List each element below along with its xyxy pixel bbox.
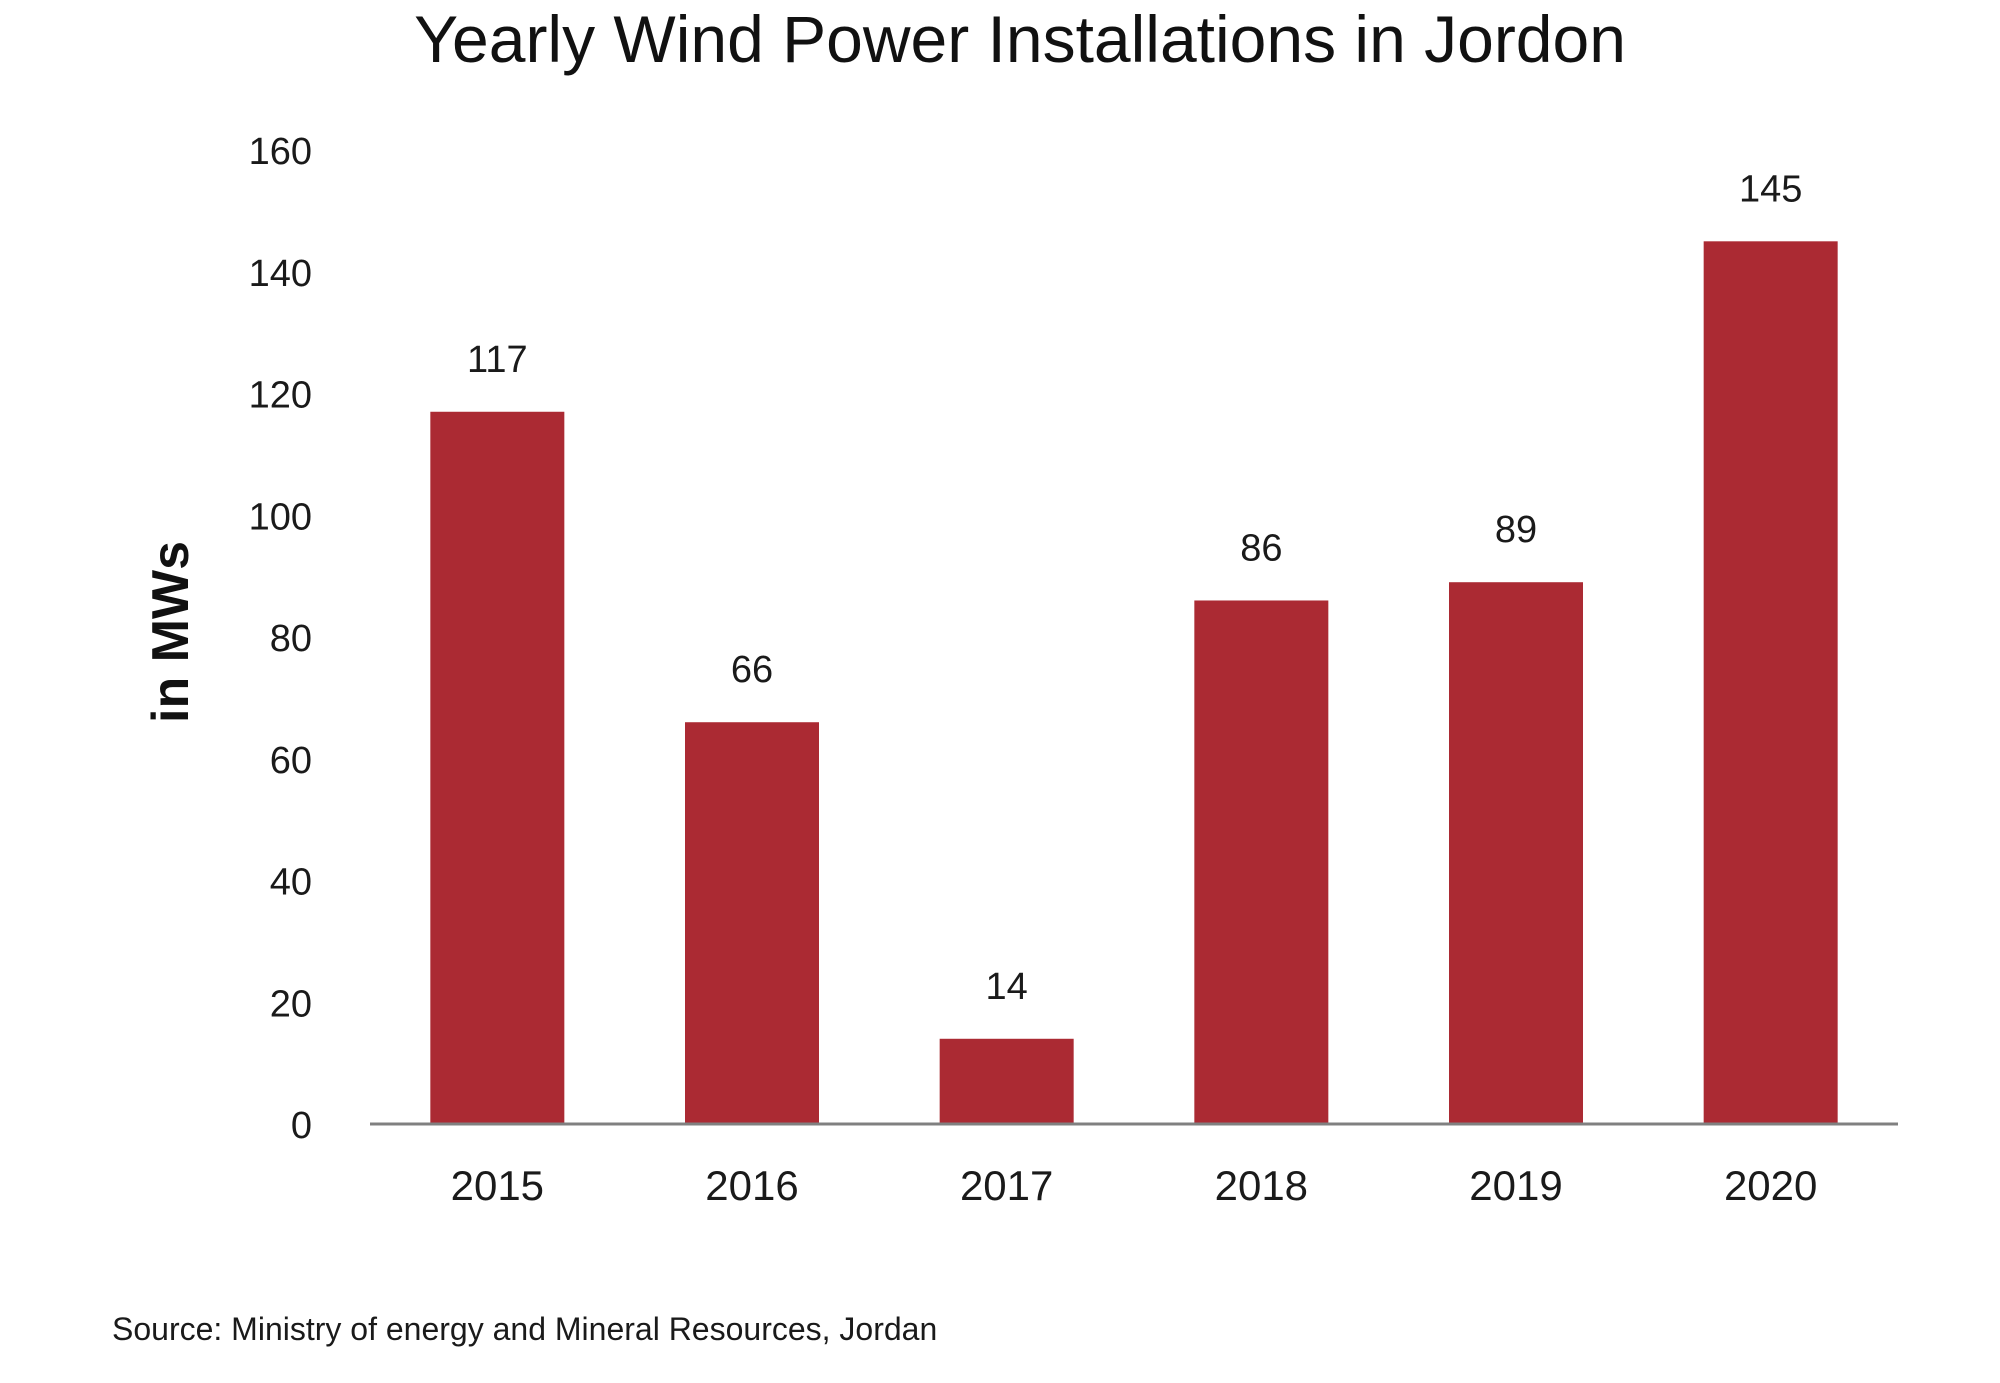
y-tick-label: 140 [249,253,312,295]
y-tick-label: 160 [249,131,312,173]
data-label-2017: 14 [986,966,1028,1008]
y-tick-label: 80 [270,618,312,660]
data-label-2015: 117 [467,339,528,381]
x-tick-label-2018: 2018 [1215,1162,1308,1209]
y-axis-ticks: 0 20 40 60 80 100 120 140 160 [249,131,312,1147]
x-tick-label-2020: 2020 [1724,1162,1817,1209]
source-note: Source: Ministry of energy and Mineral R… [112,1311,937,1347]
chart-title: Yearly Wind Power Installations in Jordo… [414,2,1626,76]
bar-2019 [1449,582,1583,1124]
bar-2017 [939,1038,1074,1124]
data-label-2019: 89 [1495,509,1537,551]
y-tick-label: 40 [270,862,312,904]
bar-2020 [1703,241,1838,1124]
y-tick-label: 0 [291,1105,312,1147]
y-tick-label: 120 [249,375,312,417]
y-tick-label: 60 [270,740,312,782]
data-label-2020: 145 [1739,168,1802,210]
data-label-2016: 66 [731,649,773,691]
x-axis-ticks: 2015 2016 2017 2018 2019 2020 [451,1162,1818,1209]
y-axis-label: in MWs [142,541,200,723]
data-labels-group: 117 66 14 86 89 145 [467,168,1802,1007]
data-label-2018: 86 [1240,527,1282,569]
bars-group [430,241,1838,1124]
bar-2016 [685,722,819,1124]
x-tick-label-2016: 2016 [705,1162,798,1209]
bar-2018 [1194,600,1329,1124]
y-tick-label: 20 [270,983,312,1025]
x-tick-label-2017: 2017 [960,1162,1053,1209]
x-tick-label-2019: 2019 [1469,1162,1562,1209]
bar-2015 [430,411,565,1124]
y-tick-label: 100 [249,496,312,538]
x-tick-label-2015: 2015 [451,1162,544,1209]
